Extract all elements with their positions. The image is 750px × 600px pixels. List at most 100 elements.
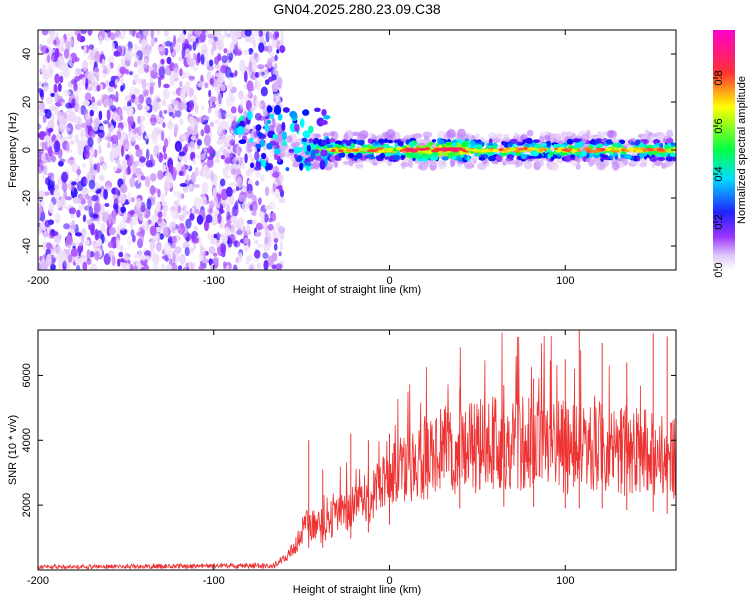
track-halo [535,159,544,168]
signal-cell [509,142,513,147]
noise-speckle [230,106,237,114]
noise-speckle [181,47,186,60]
noise-speckle [65,102,72,109]
noise-speckle [38,262,41,270]
figure-title: GN04.2025.280.23.09.C38 [273,1,441,17]
noise-speckle [114,78,119,86]
noise-speckle [156,97,162,103]
noise-speckle [149,82,156,87]
noise-speckle [238,90,244,100]
noise-speckle [206,157,214,168]
noise-speckle [111,42,115,53]
noise-speckle [207,156,214,161]
x-tick-label: 100 [556,275,574,287]
noise-speckle [120,57,127,68]
noise-speckle [68,254,73,263]
signal-cell [488,155,496,162]
noise-speckle [236,229,243,236]
noise-speckle [46,253,52,266]
noise-speckle [193,94,197,106]
noise-speckle [109,105,117,112]
noise-speckle [133,61,138,68]
noise-speckle [195,54,200,66]
noise-speckle [212,187,217,198]
noise-speckle [80,128,84,139]
noise-speckle [117,163,122,171]
noise-speckle [241,200,248,213]
noise-speckle [163,30,169,37]
signal-cell [510,138,518,144]
signal-cell [669,153,676,157]
noise-speckle [184,72,191,78]
noise-speckle [82,99,90,107]
noise-speckle [202,115,210,121]
noise-speckle [235,48,242,57]
noise-speckle [208,147,214,155]
signal-cell [630,142,636,146]
burst-cell [255,143,262,149]
noise-speckle [241,187,246,193]
signal-core [656,148,665,152]
y-tick-label: 40 [21,48,33,60]
noise-speckle [200,105,205,111]
burst-cell [326,137,330,145]
burst-cell [277,113,283,121]
noise-speckle [241,162,245,170]
noise-speckle [87,137,94,148]
noise-speckle [97,238,102,247]
noise-speckle [213,195,219,207]
noise-speckle [204,124,211,134]
noise-speckle [272,93,277,99]
noise-speckle [106,63,111,75]
signal-cell [639,142,644,148]
noise-speckle [115,159,121,164]
burst-cell [237,126,245,135]
noise-speckle [206,65,214,71]
noise-speckle [98,145,102,155]
noise-speckle [83,45,87,56]
track-halo [437,130,446,138]
burst-cell [249,137,254,144]
noise-speckle [202,258,210,264]
y-tick-label: 6000 [21,363,33,387]
noise-speckle [174,42,181,53]
noise-speckle [141,221,148,231]
noise-speckle [120,206,126,214]
noise-speckle [122,105,130,111]
track-halo [550,133,555,143]
burst-cell [299,162,304,171]
signal-cell [672,156,676,162]
noise-speckle [80,198,86,205]
noise-speckle [229,139,236,147]
noise-speckle [124,142,132,150]
signal-cell [384,156,389,160]
noise-speckle [63,223,70,230]
noise-speckle [229,152,235,160]
track-halo [419,162,428,171]
x-tick-label: -200 [27,575,49,587]
noise-speckle [87,195,93,208]
noise-speckle [252,194,257,202]
y-tick-label: 0 [21,147,33,153]
track-halo [491,138,501,144]
signal-core [327,148,332,152]
noise-speckle [66,141,70,152]
noise-speckle [169,62,175,67]
signal-cell [409,151,416,158]
noise-speckle [183,155,188,164]
burst-cell [302,130,311,138]
noise-speckle [152,62,158,73]
noise-speckle [175,246,182,252]
noise-speckle [82,214,87,223]
noise-speckle [194,30,202,36]
noise-speckle [75,95,79,104]
noise-speckle [279,45,286,54]
noise-speckle [222,167,228,176]
noise-speckle [80,122,87,128]
signal-core [502,149,508,153]
noise-speckle [106,109,111,121]
noise-speckle [218,223,224,230]
noise-speckle [137,103,143,111]
noise-speckle [273,31,278,41]
noise-speckle [217,189,222,194]
